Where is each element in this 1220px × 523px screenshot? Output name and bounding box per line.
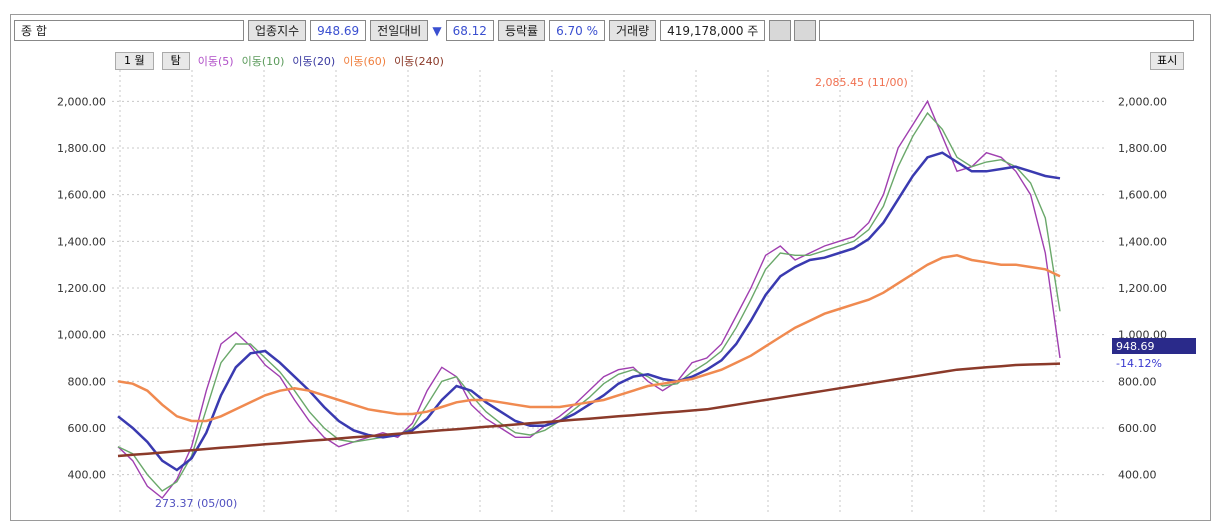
period-button[interactable]: 탐 bbox=[161, 52, 190, 70]
series-line-4 bbox=[117, 362, 1061, 458]
y-tick-left: 2,000.00 bbox=[57, 95, 106, 108]
y-tick-right: 400.00 bbox=[1118, 469, 1157, 482]
rate-label: 등락률 bbox=[497, 20, 546, 41]
display-button[interactable]: 표시 bbox=[1150, 52, 1185, 70]
y-tick-right: 1,800.00 bbox=[1118, 142, 1167, 155]
current-value: 948.69 bbox=[310, 20, 367, 41]
y-tick-left: 1,400.00 bbox=[57, 235, 106, 248]
zoom-in-button[interactable] bbox=[769, 20, 792, 41]
legend-item-2: 이동(20) bbox=[292, 55, 336, 68]
toolbar: 종 합 업종지수 948.69 전일대비 ▼ 68.12 등락률 6.70 % … bbox=[14, 18, 1198, 43]
blank-field bbox=[819, 20, 1194, 41]
y-tick-right: 1,600.00 bbox=[1118, 189, 1167, 202]
y-tick-left: 400.00 bbox=[68, 469, 107, 482]
y-tick-left: 1,000.00 bbox=[57, 329, 106, 342]
legend-items: 이동(5) 이동(10) 이동(20) 이동(60) 이동(240) bbox=[198, 53, 452, 69]
y-tick-right: 600.00 bbox=[1118, 422, 1157, 435]
change-value: 68.12 bbox=[445, 20, 494, 41]
change-label: 전일대비 bbox=[370, 20, 429, 41]
y-tick-left: 1,800.00 bbox=[57, 142, 106, 155]
rate-value: 6.70 % bbox=[549, 20, 605, 41]
y-tick-left: 1,200.00 bbox=[57, 282, 106, 295]
down-arrow-icon: ▼ bbox=[432, 23, 442, 38]
high-annotation: 2,085.45 (11/00) bbox=[815, 76, 908, 89]
y-tick-left: 1,600.00 bbox=[57, 189, 106, 202]
current-value-label: 948.69 bbox=[1116, 340, 1155, 353]
legend-item-0: 이동(5) bbox=[197, 55, 234, 68]
y-tick-right: 1,400.00 bbox=[1118, 235, 1167, 248]
market-name-field[interactable]: 종 합 bbox=[14, 20, 244, 41]
zoom-out-button[interactable] bbox=[794, 20, 817, 41]
index-type-button[interactable]: 업종지수 bbox=[248, 20, 307, 41]
legend-item-1: 이동(10) bbox=[241, 55, 285, 68]
y-tick-right: 1,200.00 bbox=[1118, 282, 1167, 295]
annotations: 2,085.45 (11/00) 273.37 (05/00) 948.69 -14.… bbox=[155, 76, 1196, 510]
current-change-label: -14.12% bbox=[1116, 357, 1162, 370]
chart-window bbox=[10, 14, 1211, 521]
legend-item-4: 이동(240) bbox=[394, 55, 444, 68]
indicator-legend: 1 월 탐 이동(5) 이동(10) 이동(20) 이동(60) 이동(240) bbox=[115, 52, 460, 70]
volume-label: 거래량 bbox=[609, 20, 657, 41]
series-line-3 bbox=[117, 254, 1061, 423]
y-tick-right: 2,000.00 bbox=[1118, 95, 1167, 108]
grid bbox=[112, 70, 1105, 512]
y-axis-right: 2,000.00 1,800.00 1,600.00 1,400.00 1,200.00… bbox=[1118, 95, 1167, 481]
y-axis-left: 2,000.00 1,800.00 1,600.00 1,400.00 1,200.00… bbox=[57, 95, 106, 481]
ma-lines bbox=[117, 99, 1061, 499]
period-selector[interactable]: 1 월 bbox=[115, 52, 154, 70]
volume-value: 419,178,000 주 bbox=[660, 20, 766, 41]
legend-item-3: 이동(60) bbox=[343, 55, 387, 68]
series-line-0 bbox=[117, 99, 1061, 499]
y-tick-right: 800.00 bbox=[1118, 375, 1157, 388]
series-line-1 bbox=[117, 111, 1061, 492]
low-annotation: 273.37 (05/00) bbox=[155, 497, 237, 510]
y-tick-left: 600.00 bbox=[68, 422, 107, 435]
series-line-2 bbox=[117, 151, 1061, 472]
y-tick-left: 800.00 bbox=[68, 375, 107, 388]
current-value-box bbox=[1112, 338, 1196, 354]
